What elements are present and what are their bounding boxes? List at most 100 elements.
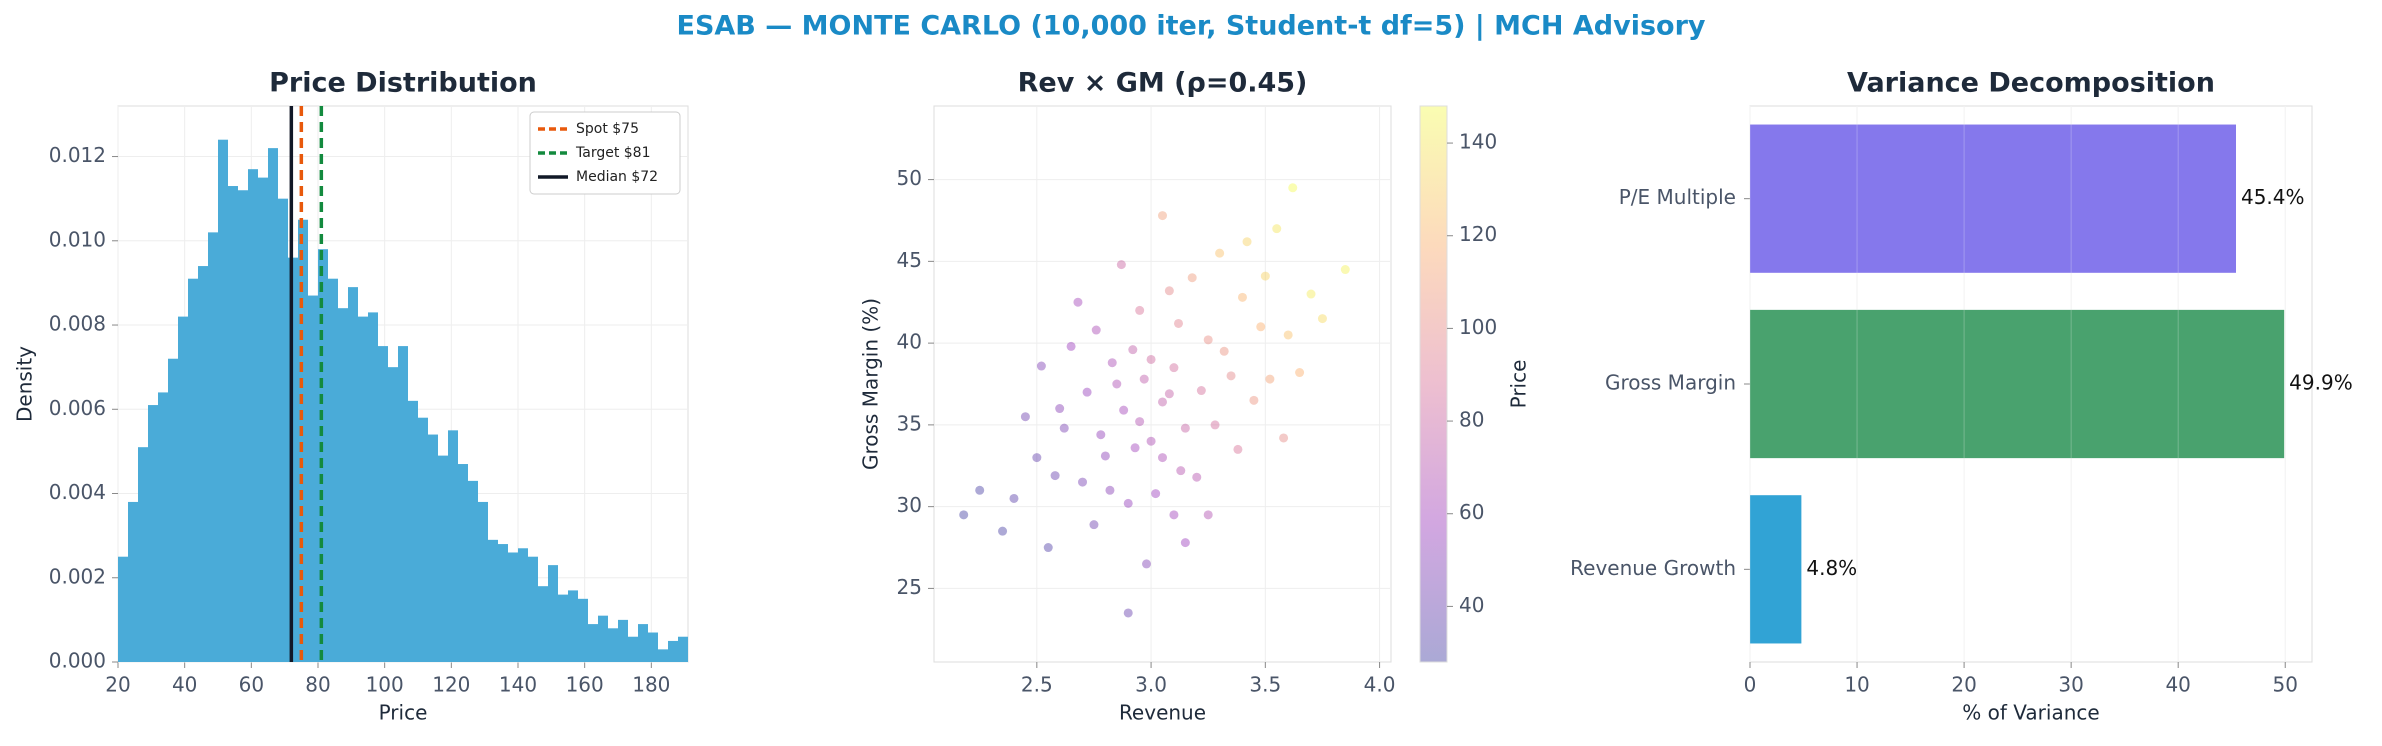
scatter-point [1237, 292, 1247, 302]
scatter-point [1059, 423, 1069, 433]
scatter-point [1317, 314, 1327, 324]
scatter-point [1173, 318, 1183, 328]
scatter-point [1226, 371, 1236, 381]
histogram-bar [558, 594, 568, 662]
histogram-bar [208, 232, 218, 662]
x-tick-label: 160 [566, 673, 604, 697]
bar [1750, 309, 2285, 459]
histogram-bar [158, 392, 168, 662]
scatter-point [1123, 498, 1133, 508]
scatter-point [1306, 289, 1316, 299]
histogram-bar [178, 316, 188, 662]
y-tick-label: 0.008 [49, 312, 106, 336]
legend-label: Spot $75 [576, 121, 639, 137]
histogram-bar [358, 316, 368, 662]
scatter-point [1180, 538, 1190, 548]
histogram-bar [488, 539, 498, 662]
histogram-bar [608, 628, 618, 662]
scatter-point [1158, 453, 1167, 463]
histogram-bar [248, 169, 258, 662]
scatter-point [1036, 361, 1046, 371]
y-tick-label: 35 [897, 411, 922, 435]
scatter-point [1091, 325, 1101, 335]
scatter-point [1100, 451, 1110, 461]
x-tick-label: 40 [172, 673, 197, 697]
x-tick-label: 20 [1951, 673, 1976, 697]
y-tick-label: 40 [897, 330, 922, 354]
histogram-bar [478, 501, 488, 662]
histogram-bar [418, 417, 428, 662]
scatter-point [1050, 471, 1060, 481]
x-tick-label: 40 [2165, 673, 2190, 697]
scatter-point [1066, 341, 1076, 351]
scatter-point [1242, 237, 1252, 247]
scatter-point [1260, 271, 1270, 281]
x-tick-label: 140 [499, 673, 537, 697]
histogram-bar [618, 619, 628, 662]
colorbar [1419, 105, 1448, 663]
scatter-point [1279, 433, 1289, 443]
y-tick-label: 45 [897, 248, 922, 272]
scatter-point [1210, 420, 1220, 430]
x-tick-label: 4.0 [1364, 673, 1396, 697]
histogram-bar [398, 346, 408, 662]
scatter-point [1196, 386, 1206, 396]
y-axis-label: Density [13, 346, 37, 422]
colorbar-tick-label: 120 [1459, 222, 1497, 246]
x-tick-label: 120 [432, 673, 470, 697]
x-tick-label: 80 [305, 673, 330, 697]
histogram-bar [548, 565, 558, 662]
scatter-point [1233, 444, 1243, 454]
colorbar-tick-label: 40 [1459, 593, 1484, 617]
scatter-point [1283, 330, 1293, 340]
y-tick-label: 0.012 [49, 143, 106, 167]
histogram-bar [148, 405, 158, 662]
scatter-point [1112, 379, 1122, 389]
y-tick-label: 0.000 [49, 649, 106, 673]
scatter-point [1146, 436, 1156, 446]
histogram-bar [518, 548, 528, 662]
legend-box [529, 111, 681, 195]
y-tick-label: 30 [897, 493, 922, 517]
histogram-bar [138, 447, 148, 662]
histogram-bar [368, 312, 378, 662]
scatter-point [1180, 423, 1190, 433]
x-axis-label: Revenue [1119, 701, 1206, 725]
x-tick-label: 100 [366, 673, 404, 697]
x-tick-label: 180 [632, 673, 670, 697]
chart-title: Rev × GM (ρ=0.45) [1018, 68, 1308, 99]
scatter-point [1142, 559, 1152, 569]
scatter-point [1123, 608, 1133, 618]
scatter-point [1055, 404, 1065, 414]
histogram-bar [118, 556, 128, 662]
bars [118, 139, 688, 663]
x-tick-label: 2.5 [1021, 673, 1053, 697]
colorbar-tick-label: 60 [1459, 500, 1484, 524]
histogram-bar [188, 278, 198, 662]
scatter-point [1043, 543, 1053, 553]
histogram-bar [448, 430, 458, 662]
scatter-point [1009, 493, 1019, 503]
histogram-bar [258, 177, 268, 662]
x-tick-label: 50 [2273, 673, 2298, 697]
scatter-point [1169, 363, 1179, 373]
colorbar-tick-label: 80 [1459, 408, 1484, 432]
histogram-bar [348, 287, 358, 662]
scatter-point [1215, 248, 1225, 258]
scatter-point [1105, 485, 1115, 495]
histogram-bar [668, 640, 678, 662]
histogram-bar [588, 624, 598, 662]
scatter-point [1158, 397, 1167, 407]
y-tick-label: Revenue Growth [1570, 556, 1736, 580]
x-tick-label: 10 [1844, 673, 1869, 697]
scatter-point [1135, 417, 1145, 427]
points [959, 183, 1350, 618]
scatter-point [1119, 405, 1129, 415]
x-tick-label: 30 [2058, 673, 2083, 697]
legend-label: Target $81 [575, 145, 650, 161]
histogram-bar [168, 358, 178, 662]
scatter-point [1187, 273, 1197, 283]
colorbar-label: Price [1507, 360, 1531, 409]
histogram-bar [128, 501, 138, 662]
chart-title: Price Distribution [269, 68, 537, 99]
